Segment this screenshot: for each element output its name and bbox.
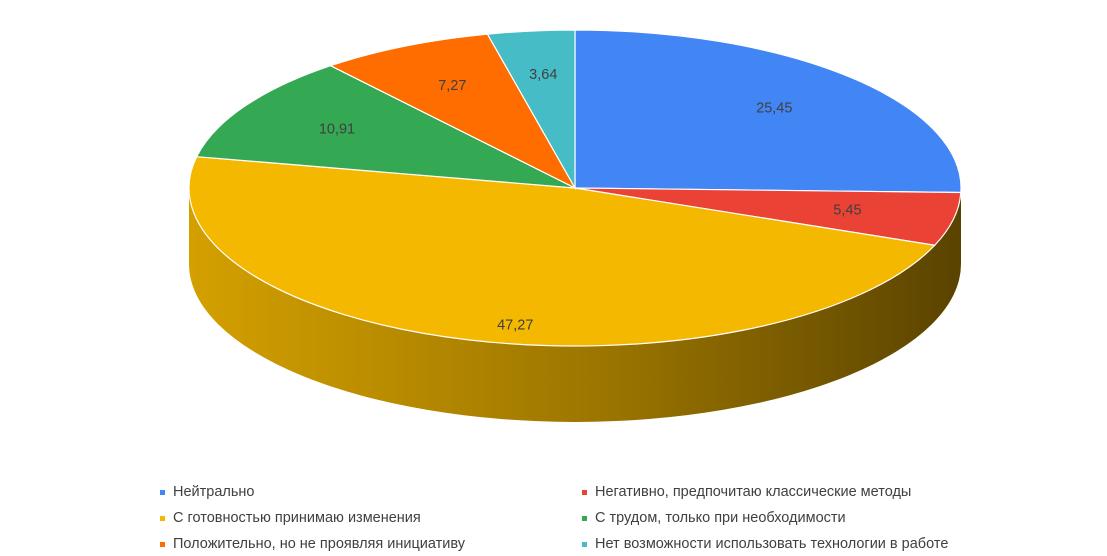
pie-slice-negative xyxy=(574,187,962,246)
legend-item-negative: Негативно, предпочитаю классические мето… xyxy=(582,484,911,500)
pie-slice-positive xyxy=(329,33,577,190)
legend-item-difficult: С трудом, только при необходимости xyxy=(582,510,846,526)
legend-label-no-access: Нет возможности использовать технологии … xyxy=(595,536,949,552)
pie-label-layer: 25,45 5,45 47,27 10,91 7,27 3,64 xyxy=(319,67,862,333)
pie-side-wall xyxy=(189,188,961,422)
data-label-difficult: 10,91 xyxy=(319,121,355,137)
legend-swatch-difficult xyxy=(582,515,587,521)
data-label-neutral: 25,45 xyxy=(756,101,792,117)
legend-swatch-no-access xyxy=(582,541,587,547)
legend-swatch-willing xyxy=(160,515,165,521)
data-label-willing: 47,27 xyxy=(497,317,533,333)
pie-slice-willing xyxy=(188,156,936,347)
legend-label-difficult: С трудом, только при необходимости xyxy=(595,510,846,526)
legend-label-negative: Негативно, предпочитаю классические мето… xyxy=(595,484,912,500)
legend-label-positive: Положительно, но не проявляя инициативу xyxy=(173,536,466,552)
legend-swatch-positive xyxy=(160,541,165,547)
data-label-negative: 5,45 xyxy=(833,203,861,219)
legend-label-willing: С готовностью принимаю изменения xyxy=(173,510,421,526)
pie-slice-no-access xyxy=(486,29,576,191)
legend-label-neutral: Нейтрально xyxy=(173,484,255,500)
data-label-positive: 7,27 xyxy=(438,78,466,94)
legend-item-neutral: Нейтрально xyxy=(160,484,255,500)
pie-slice-neutral xyxy=(574,29,962,194)
pie-side-layer xyxy=(189,188,961,422)
pie-slice-difficult xyxy=(195,65,576,189)
legend-swatch-neutral xyxy=(160,489,165,495)
legend-item-no-access: Нет возможности использовать технологии … xyxy=(582,536,948,552)
pie-top-layer xyxy=(188,29,962,347)
data-label-no-access: 3,64 xyxy=(529,67,557,83)
legend-item-positive: Положительно, но не проявляя инициативу xyxy=(160,536,465,552)
legend-item-willing: С готовностью принимаю изменения xyxy=(160,510,421,526)
legend-swatch-negative xyxy=(582,489,587,495)
